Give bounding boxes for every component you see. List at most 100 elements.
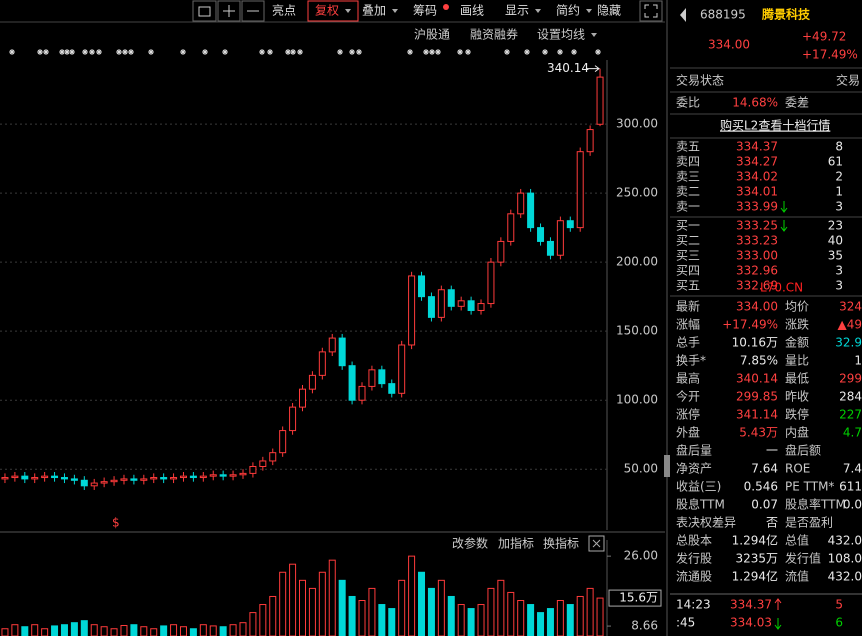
event-star[interactable]	[524, 49, 530, 55]
event-star[interactable]	[64, 49, 70, 55]
toolbar-button[interactable]: 亮点	[272, 3, 296, 18]
stat-label: 发行股	[676, 551, 712, 566]
event-star[interactable]	[122, 49, 128, 55]
toolbar-button[interactable]: 叠加	[362, 4, 386, 18]
stat-label: 涨停	[676, 407, 700, 422]
event-star[interactable]	[571, 49, 577, 55]
candle-body	[229, 474, 237, 477]
toolbar-link[interactable]: 设置均线	[537, 28, 585, 42]
candle-body	[527, 192, 535, 229]
event-star[interactable]	[82, 49, 88, 55]
indicator-tool[interactable]: 换指标	[543, 536, 579, 551]
event-star[interactable]	[465, 49, 471, 55]
badge-dot	[443, 4, 449, 10]
event-star[interactable]	[180, 49, 186, 55]
event-marker[interactable]: $	[112, 516, 120, 530]
stat-value: 0.546	[744, 480, 778, 494]
volume-bar	[537, 612, 545, 636]
zoom-out-button[interactable]	[241, 0, 265, 22]
order-volume: 3	[835, 200, 843, 214]
order-level: 卖一	[676, 200, 700, 214]
event-star[interactable]	[285, 49, 291, 55]
volume-bar	[566, 604, 574, 636]
stat-label: 总手	[676, 336, 700, 350]
event-star[interactable]	[435, 49, 441, 55]
toolbar-link[interactable]: 融资融券	[470, 27, 518, 42]
candle-body	[328, 337, 336, 353]
event-star[interactable]	[542, 49, 548, 55]
event-star[interactable]	[504, 49, 510, 55]
toolbar-button[interactable]: 简约	[556, 3, 580, 18]
candle-body	[21, 475, 29, 480]
event-star[interactable]	[290, 49, 296, 55]
event-star[interactable]	[43, 49, 49, 55]
toolbar-button[interactable]: 显示	[505, 4, 529, 18]
order-price: 333.25	[736, 219, 778, 233]
y-tick-label: 150.00	[616, 324, 658, 338]
order-volume: 3	[835, 279, 843, 293]
dropdown-caret	[591, 33, 597, 37]
order-level: 卖四	[676, 155, 700, 169]
volume-bar	[269, 595, 277, 636]
volume-bar	[239, 622, 247, 636]
volume-bar	[60, 624, 68, 636]
indicator-tool[interactable]: 改参数	[452, 536, 488, 551]
zoom-in-button[interactable]	[217, 0, 241, 22]
event-star[interactable]	[457, 49, 463, 55]
event-star[interactable]	[557, 49, 563, 55]
volume-bar	[546, 608, 554, 636]
event-star[interactable]	[423, 49, 429, 55]
event-star[interactable]	[222, 49, 228, 55]
event-star[interactable]	[337, 49, 343, 55]
stat-label: 流值	[785, 569, 809, 584]
order-volume: 61	[828, 155, 843, 169]
indicator-tool[interactable]: 加指标	[498, 536, 534, 551]
candle-body	[556, 220, 564, 256]
tick-time: 14:23	[676, 598, 711, 612]
event-star[interactable]	[356, 49, 362, 55]
l2-link[interactable]: 购买L2查看十档行情	[720, 118, 830, 133]
icon	[223, 5, 235, 17]
event-star[interactable]	[69, 49, 75, 55]
tick-volume: 6	[835, 616, 843, 630]
stat-label: 股息TTM	[676, 497, 725, 512]
candle-body	[427, 296, 435, 318]
stat-label: 外盘	[676, 425, 700, 440]
toolbar-link[interactable]: 沪股通	[414, 28, 450, 42]
collapse-handle[interactable]	[664, 455, 670, 477]
down-arrow	[780, 201, 788, 213]
event-star[interactable]	[349, 49, 355, 55]
candle-body	[219, 474, 227, 477]
event-star[interactable]	[297, 49, 303, 55]
event-star[interactable]	[59, 49, 65, 55]
event-star[interactable]	[407, 49, 413, 55]
event-star[interactable]	[96, 49, 102, 55]
fullscreen-button[interactable]	[639, 0, 663, 22]
event-star[interactable]	[37, 49, 43, 55]
icon-button[interactable]	[192, 0, 217, 22]
volume-bar	[378, 604, 386, 636]
y-tick-label: 26.00	[624, 549, 658, 563]
back-arrow[interactable]	[680, 8, 686, 22]
event-star[interactable]	[9, 49, 15, 55]
toolbar-button[interactable]: 隐藏	[597, 4, 621, 18]
stat-value: 299	[839, 372, 862, 386]
event-star[interactable]	[259, 49, 265, 55]
stat-label: 最高	[676, 371, 700, 386]
event-star[interactable]	[116, 49, 122, 55]
event-star[interactable]	[148, 49, 154, 55]
order-volume: 8	[835, 140, 843, 154]
event-star[interactable]	[429, 49, 435, 55]
toolbar-button[interactable]: 画线	[460, 4, 484, 18]
event-star[interactable]	[89, 49, 95, 55]
toolbar-button[interactable]: 复权	[315, 4, 339, 18]
close-indicator-button[interactable]	[588, 535, 605, 552]
event-star[interactable]	[128, 49, 134, 55]
event-star[interactable]	[267, 49, 273, 55]
stat-value: 611	[839, 480, 862, 494]
toolbar-button[interactable]: 筹码	[413, 4, 437, 18]
event-star[interactable]	[202, 49, 208, 55]
event-star[interactable]	[595, 49, 601, 55]
